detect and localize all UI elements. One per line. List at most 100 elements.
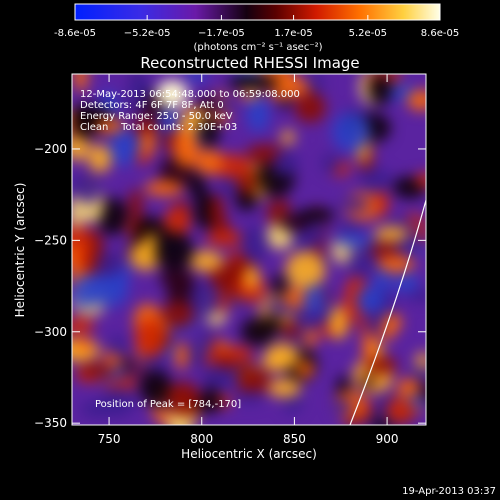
y-axis-label: Heliocentric Y (arcsec): [13, 183, 27, 318]
method-annotation: Clean Total counts: 2.30E+03: [80, 122, 237, 133]
heatmap-cell: [175, 341, 189, 370]
colorbar-tick-label: -8.6e-05: [54, 28, 96, 39]
heatmap-cell: [414, 172, 426, 188]
y-tick-label: −300: [34, 325, 67, 339]
detectors-annotation: Detectors: 4F 6F 7F 8F, Att 0: [80, 100, 224, 111]
x-tick-label: 800: [190, 432, 213, 446]
heatmap-cell: [132, 216, 167, 247]
heatmap-cell: [108, 334, 128, 359]
heatmap-cell: [243, 75, 280, 91]
heatmap-cell: [285, 251, 326, 290]
heatmap-cell: [302, 284, 326, 314]
heatmap: [72, 74, 426, 425]
heatmap-cell: [129, 241, 162, 271]
heatmap-cell: [239, 225, 269, 264]
colorbar-unit-label: (photons cm⁻² s⁻¹ asec⁻²): [193, 42, 322, 53]
colorbar-tick-label: −5.2e-05: [124, 28, 171, 39]
heatmap-cell: [97, 197, 128, 236]
heatmap-cell: [297, 207, 336, 222]
heatmap-cell: [76, 236, 91, 272]
heatmap-cell: [73, 74, 88, 92]
heatmap-cell: [128, 188, 143, 223]
heatmap-cell: [188, 250, 224, 272]
heatmap-cell: [329, 305, 348, 340]
heatmap-cell: [375, 190, 389, 217]
heatmap-cell: [109, 128, 139, 167]
heatmap-cell: [185, 74, 209, 82]
heatmap-cell: [205, 231, 245, 246]
heatmap-cell: [360, 375, 375, 389]
heatmap-cell: [213, 98, 237, 114]
heatmap-cell: [368, 241, 399, 258]
heatmap-cell: [72, 195, 84, 229]
heatmap-cell: [166, 381, 201, 417]
heatmap-cell: [243, 265, 260, 290]
heatmap-cell: [405, 289, 426, 303]
x-tick-label: 900: [376, 432, 399, 446]
heatmap-cell: [282, 321, 299, 339]
heatmap-cell: [130, 74, 146, 87]
y-tick-label: −200: [34, 142, 67, 156]
heatmap-cell: [96, 250, 123, 277]
chart-title: Reconstructed RHESSI Image: [140, 54, 359, 72]
time-range-annotation: 12-May-2013 06:54:48.000 to 06:59:08.000: [80, 89, 300, 100]
colorbar-tick-label: 1.7e-05: [274, 28, 312, 39]
heatmap-cell: [139, 129, 156, 156]
heatmap-cell: [144, 180, 184, 197]
heatmap-cell: [79, 400, 117, 418]
heatmap-cell: [355, 286, 384, 314]
heatmap-cell: [72, 134, 90, 161]
heatmap-cell: [188, 173, 206, 200]
heatmap-cell: [201, 324, 214, 356]
heatmap-cell: [362, 326, 376, 366]
heatmap-cell: [79, 362, 115, 378]
solar-limb-curve: [349, 199, 427, 426]
footer-timestamp: 19-Apr-2013 03:37: [402, 486, 496, 497]
heatmap-cell: [343, 286, 361, 322]
heatmap-cell: [281, 129, 295, 145]
heatmap-cell: [272, 273, 287, 298]
heatmap-cell: [395, 272, 419, 295]
heatmap-cell: [72, 108, 99, 139]
heatmap-cell: [222, 346, 254, 361]
heatmap-cell: [74, 338, 94, 353]
heatmap-cell: [267, 378, 301, 398]
heatmap-cell: [194, 149, 223, 175]
heatmap-cell: [173, 128, 199, 168]
plot-frame: [71, 73, 427, 426]
heatmap-cell: [163, 206, 190, 238]
heatmap-cell: [332, 399, 354, 415]
heatmap-cell: [189, 280, 221, 318]
axis-ticks: 750 800 850 900 −200 −250 −300 −350: [34, 74, 426, 446]
colorbar-ticks: -8.6e-05 −5.2e-05 −1.7e-05 1.7e-05 5.2e-05 8.…: [54, 15, 459, 39]
heatmap-cell: [92, 118, 125, 134]
y-tick-label: −350: [34, 416, 67, 430]
heatmap-cell: [346, 245, 379, 278]
heatmap-cell: [139, 368, 172, 406]
heatmap-cell: [264, 342, 299, 370]
colorbar-tick-label: −1.7e-05: [198, 28, 245, 39]
heatmap-cell: [240, 317, 277, 346]
heatmap-cell: [365, 355, 398, 375]
heatmap-cell: [376, 255, 415, 273]
heatmap-cell: [321, 153, 341, 174]
heatmap-cell: [373, 226, 409, 242]
y-tick-label: −250: [34, 233, 67, 247]
peak-annotation: Position of Peak = [784,-170]: [95, 399, 241, 410]
energy-range-annotation: Energy Range: 25.0 - 50.0 keV: [80, 111, 233, 122]
heatmap-cell: [161, 301, 195, 329]
heatmap-cell: [134, 317, 169, 357]
heatmap-cell: [294, 92, 326, 123]
heatmap-cell: [360, 167, 392, 194]
heatmap-cell: [334, 233, 372, 248]
x-tick-label: 850: [283, 432, 306, 446]
peak-marker: [156, 80, 189, 109]
heatmap-cell: [246, 96, 271, 133]
heatmap-cell: [88, 144, 112, 173]
heatmap-cell: [406, 89, 426, 111]
heatmap-cell: [89, 271, 129, 309]
colorbar-tick-label: 8.6e-05: [421, 28, 459, 39]
colorbar: [74, 3, 441, 21]
heatmap-cell: [277, 215, 312, 232]
